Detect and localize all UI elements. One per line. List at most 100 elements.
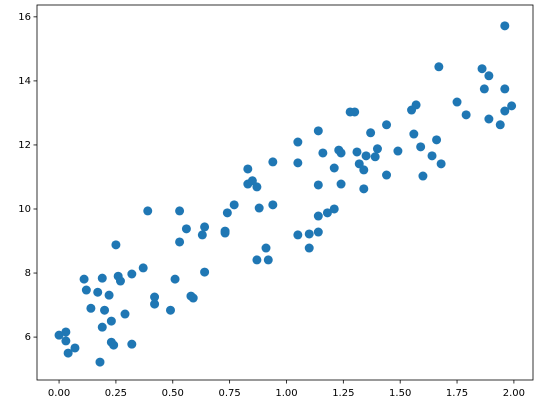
point	[352, 147, 362, 157]
point	[170, 274, 180, 284]
point	[366, 128, 376, 138]
point	[359, 165, 369, 175]
point	[313, 180, 323, 190]
y-tick-label: 12	[18, 140, 31, 151]
point	[97, 273, 107, 283]
x-tick-label: 1.50	[389, 388, 411, 399]
point	[495, 120, 505, 130]
point	[197, 230, 207, 240]
x-tick-label: 0.75	[218, 388, 240, 399]
point	[268, 157, 278, 167]
point	[329, 163, 339, 173]
point	[268, 200, 278, 210]
point	[150, 292, 160, 302]
point	[93, 287, 103, 297]
point	[95, 357, 105, 367]
point	[138, 263, 148, 273]
point	[432, 135, 442, 145]
point	[86, 303, 96, 313]
x-tick-label: 1.75	[446, 388, 468, 399]
y-tick-label: 6	[25, 332, 31, 343]
point	[484, 71, 494, 81]
point	[254, 203, 264, 213]
point	[175, 206, 185, 216]
point	[411, 100, 421, 110]
y-tick-label: 16	[18, 12, 31, 23]
point	[165, 305, 175, 315]
point	[361, 151, 371, 161]
point	[370, 152, 380, 162]
point	[79, 274, 89, 284]
point	[409, 129, 419, 139]
point	[418, 171, 428, 181]
point	[382, 120, 392, 130]
point	[484, 114, 494, 124]
point	[313, 227, 323, 237]
point	[293, 230, 303, 240]
point	[63, 348, 73, 358]
point	[252, 255, 262, 265]
point	[104, 290, 114, 300]
x-tick-label: 1.25	[332, 388, 354, 399]
x-tick-label: 2.00	[503, 388, 525, 399]
point	[127, 339, 137, 349]
point	[427, 151, 437, 161]
point	[252, 182, 262, 192]
point	[322, 208, 332, 218]
point	[97, 322, 107, 332]
point	[452, 97, 462, 107]
x-tick-label: 0.00	[48, 388, 70, 399]
point	[175, 237, 185, 247]
point	[304, 229, 314, 239]
point	[243, 164, 253, 174]
point	[54, 330, 64, 340]
point	[293, 137, 303, 147]
point	[115, 276, 125, 286]
point	[222, 208, 232, 218]
point	[261, 243, 271, 253]
point	[220, 226, 230, 236]
point	[436, 159, 446, 169]
point	[416, 142, 426, 152]
point	[329, 204, 339, 214]
point	[200, 267, 210, 277]
point	[304, 243, 314, 253]
point	[293, 158, 303, 168]
point	[372, 144, 382, 154]
point	[479, 84, 489, 94]
y-tick-label: 10	[18, 204, 31, 215]
point	[313, 126, 323, 136]
point	[188, 293, 198, 303]
point	[318, 148, 328, 158]
point	[120, 309, 130, 319]
point	[477, 64, 487, 74]
point	[461, 110, 471, 120]
point	[229, 200, 239, 210]
axes-frame	[36, 4, 534, 381]
y-tick-label: 14	[18, 76, 31, 87]
y-tick-label: 8	[25, 268, 31, 279]
point	[200, 222, 210, 232]
point	[500, 84, 510, 94]
point	[382, 170, 392, 180]
x-tick-label: 0.25	[105, 388, 127, 399]
point	[350, 107, 360, 117]
point	[313, 211, 323, 221]
point	[263, 255, 273, 265]
point	[393, 146, 403, 156]
point	[507, 101, 517, 111]
x-tick-label: 0.50	[162, 388, 184, 399]
point	[181, 224, 191, 234]
point	[61, 336, 71, 346]
point	[336, 179, 346, 189]
point	[100, 305, 110, 315]
point	[150, 299, 160, 309]
point	[109, 340, 119, 350]
point	[143, 206, 153, 216]
point	[127, 269, 137, 279]
point	[434, 62, 444, 72]
point	[106, 316, 116, 326]
point	[500, 106, 510, 116]
point	[500, 21, 510, 31]
